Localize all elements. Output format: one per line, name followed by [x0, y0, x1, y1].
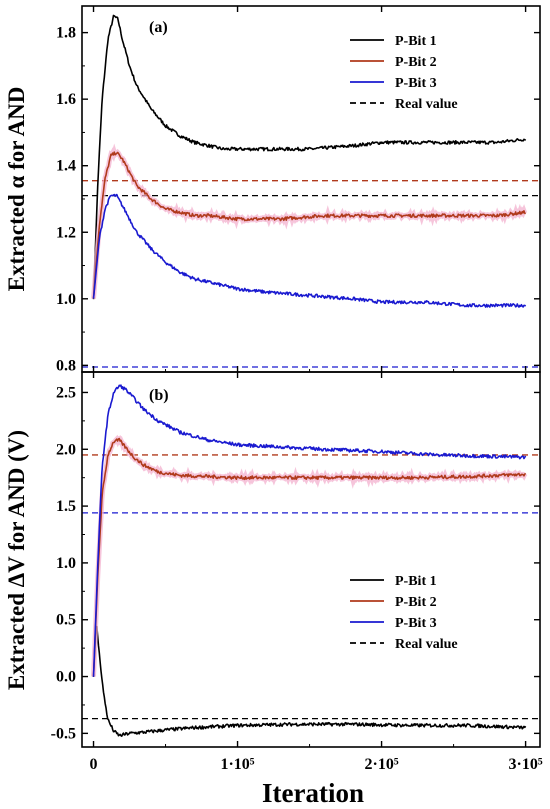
y-tick-label: 1.0: [56, 291, 76, 308]
x-tick-label: 2·10⁵: [365, 756, 399, 773]
x-tick-label: 3·10⁵: [509, 756, 543, 773]
series-line-1: [92, 14, 527, 300]
x-tick-label: 0: [90, 756, 98, 773]
y-tick-label: 1.0: [56, 555, 76, 572]
legend-label-4: Real value: [395, 637, 458, 652]
y-tick-label: 1.6: [56, 91, 76, 108]
series-line-2: [92, 151, 527, 299]
x-tick-label: 1·10⁵: [220, 756, 254, 773]
series-line-2: [92, 437, 527, 677]
panel-b: -0.50.00.51.01.52.02.5 (b) P-Bit 1P-Bit …: [4, 371, 541, 748]
y-tick-label: 1.2: [56, 224, 76, 241]
panel-b-legend: P-Bit 1 P-Bit 2 P-Bit 3 Real value: [350, 574, 458, 652]
series-halo-2: [91, 434, 528, 677]
y-tick-label: 1.8: [56, 25, 76, 42]
y-tick-label: 1.5: [56, 498, 76, 515]
y-tick-label: 0.0: [56, 669, 76, 686]
legend-label-1: P-Bit 1: [395, 34, 437, 49]
panel-a-label: (a): [149, 19, 168, 36]
y-tick-label: -0.5: [51, 725, 76, 742]
series-line-3: [92, 193, 527, 308]
panel-a-legend: P-Bit 1 P-Bit 2 P-Bit 3 Real value: [350, 34, 458, 112]
x-axis-label: Iteration: [262, 778, 364, 808]
y-tick-label: 2.5: [56, 384, 76, 401]
y-tick-label: 0.5: [56, 612, 76, 629]
panel-a-ylabel: Extracted α for AND: [4, 87, 29, 292]
panel-a-frame: [81, 5, 541, 373]
legend-label-3: P-Bit 3: [395, 616, 437, 631]
y-tick-label: 0.8: [56, 357, 76, 374]
legend-label-4: Real value: [395, 97, 458, 112]
series-halo-2: [91, 143, 528, 299]
panel-b-label: (b): [149, 387, 169, 404]
y-tick-label: 1.4: [56, 158, 76, 175]
panel-b-frame: [81, 371, 541, 748]
series-line-3: [92, 384, 527, 677]
legend-label-1: P-Bit 1: [395, 574, 437, 589]
legend-label-2: P-Bit 2: [395, 595, 437, 610]
series-line-1: [92, 625, 527, 737]
panel-b-ylabel: Extracted ΔV for AND (V): [4, 430, 29, 690]
panel-a: 0.81.01.21.41.61.8 (a) P-Bit 1P-Bit 2P-B…: [4, 5, 541, 374]
legend-label-2: P-Bit 2: [395, 55, 437, 70]
y-tick-label: 2.0: [56, 441, 76, 458]
legend-label-3: P-Bit 3: [395, 76, 437, 91]
